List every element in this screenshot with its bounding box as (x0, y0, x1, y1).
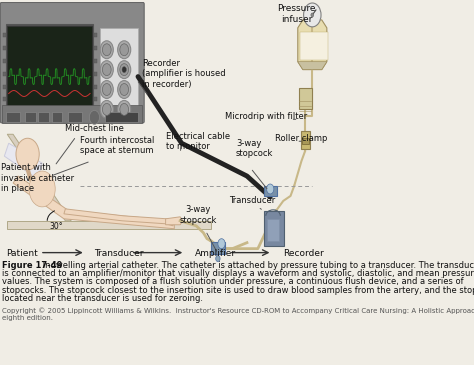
Circle shape (100, 61, 113, 78)
Text: Copyright © 2005 Lippincott Williams & Wilkins.  Instructor's Resource CD-ROM to: Copyright © 2005 Lippincott Williams & W… (2, 307, 474, 314)
Circle shape (100, 41, 113, 59)
Circle shape (102, 64, 111, 76)
Text: stopcocks. The stopcock closest to the insertion site is used to draw blood samp: stopcocks. The stopcock closest to the i… (2, 286, 474, 295)
Circle shape (102, 44, 111, 56)
Bar (94, 72, 97, 76)
Bar (100, 28, 138, 114)
Bar (3, 97, 6, 101)
Text: eighth edition.: eighth edition. (2, 315, 53, 321)
Text: 3-way
stopcock: 3-way stopcock (236, 139, 273, 158)
Bar (7, 26, 91, 111)
Bar (94, 33, 97, 37)
Text: Transducer: Transducer (229, 196, 275, 205)
Bar (6, 24, 93, 114)
Bar (264, 211, 284, 246)
Text: Electrical cable
to monitor: Electrical cable to monitor (165, 132, 230, 151)
Text: located near the transducer is used for zeroing.: located near the transducer is used for … (2, 294, 203, 303)
Text: 30°: 30° (49, 222, 63, 231)
Polygon shape (298, 20, 327, 70)
Circle shape (16, 138, 39, 170)
Polygon shape (165, 217, 183, 225)
Circle shape (118, 41, 131, 59)
Circle shape (118, 61, 131, 78)
Bar (299, 88, 311, 110)
Bar (6, 112, 20, 122)
Bar (300, 32, 328, 60)
Bar (302, 138, 310, 144)
Text: Indwelling arterial catheter. The catheter is attached by pressure tubing to a t: Indwelling arterial catheter. The cathet… (40, 261, 474, 269)
Circle shape (29, 171, 55, 207)
Polygon shape (298, 62, 327, 70)
Polygon shape (7, 221, 210, 229)
Text: Microdrip with filter: Microdrip with filter (225, 112, 308, 121)
Text: Mid-chest line: Mid-chest line (65, 124, 124, 133)
Text: is connected to an amplifier/monitor that visually displays a waveform and systo: is connected to an amplifier/monitor tha… (2, 269, 474, 278)
Circle shape (102, 103, 111, 115)
Bar (94, 85, 97, 89)
Circle shape (100, 100, 113, 118)
Circle shape (120, 44, 128, 56)
Bar (26, 112, 36, 122)
Circle shape (118, 100, 131, 118)
Circle shape (102, 84, 111, 96)
Circle shape (122, 67, 127, 73)
Circle shape (304, 3, 321, 27)
Text: Recorder
(amplifier is housed
in recorder): Recorder (amplifier is housed in recorde… (142, 59, 225, 89)
Circle shape (118, 81, 131, 99)
Polygon shape (4, 143, 42, 179)
Bar (3, 72, 6, 76)
Bar (264, 186, 277, 196)
Bar (68, 112, 82, 122)
Bar (52, 112, 62, 122)
Text: Amplifier: Amplifier (195, 249, 236, 258)
Bar (94, 46, 97, 50)
Bar (301, 131, 310, 149)
Polygon shape (13, 176, 174, 229)
Bar (105, 112, 138, 122)
Text: Transducer: Transducer (94, 249, 144, 258)
Circle shape (311, 13, 314, 17)
Circle shape (120, 103, 128, 115)
Text: Fourth intercostal
space at sternum: Fourth intercostal space at sternum (80, 136, 154, 155)
Circle shape (216, 255, 220, 262)
Polygon shape (64, 209, 174, 226)
Bar (210, 242, 225, 254)
Text: Patient with
invasive catheter
in place: Patient with invasive catheter in place (1, 163, 74, 193)
Circle shape (120, 84, 128, 96)
Bar (3, 33, 6, 37)
Polygon shape (7, 134, 71, 221)
Bar (94, 59, 97, 63)
Bar (94, 97, 97, 101)
Text: Roller clamp: Roller clamp (274, 134, 327, 143)
Text: Patient: Patient (6, 249, 37, 258)
Bar (38, 112, 49, 122)
Text: 3-way
stopcock: 3-way stopcock (180, 205, 217, 225)
Circle shape (120, 64, 128, 76)
Text: values. The system is composed of a flush solution under pressure, a continuous : values. The system is composed of a flus… (2, 277, 464, 287)
Circle shape (266, 184, 274, 194)
Text: Figure 17-49: Figure 17-49 (2, 261, 63, 269)
Bar (3, 46, 6, 50)
Bar (3, 85, 6, 89)
Bar (2, 105, 142, 123)
Bar (267, 219, 279, 241)
Text: Recorder: Recorder (283, 249, 324, 258)
Circle shape (218, 239, 225, 249)
Circle shape (89, 110, 100, 124)
Text: Pressure
infuser: Pressure infuser (277, 4, 316, 24)
FancyBboxPatch shape (0, 3, 144, 123)
Circle shape (100, 81, 113, 99)
Bar (3, 59, 6, 63)
